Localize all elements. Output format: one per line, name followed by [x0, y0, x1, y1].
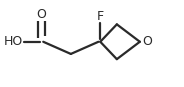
Text: O: O — [142, 35, 152, 48]
Text: O: O — [36, 8, 46, 21]
Text: F: F — [97, 10, 104, 23]
Text: HO: HO — [3, 35, 22, 48]
